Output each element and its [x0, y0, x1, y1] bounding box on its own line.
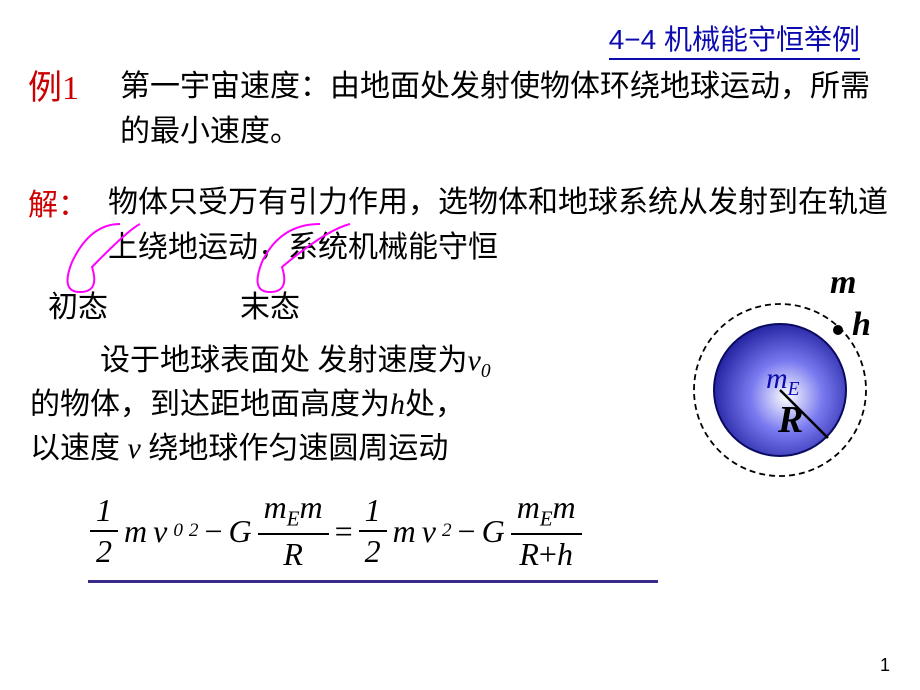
- body-line-3a: 以速度: [30, 432, 120, 465]
- equation-underline: [88, 580, 658, 583]
- eq-plus: +: [539, 536, 557, 572]
- var-h: h: [390, 388, 405, 421]
- diagram-mE-sub: E: [788, 379, 800, 400]
- frac-half-2-num: 1: [359, 493, 387, 532]
- eq-mE1: m: [264, 489, 287, 525]
- body-line-2a: 的物体，到达距地面高度为: [30, 388, 390, 421]
- eq-m3: m: [393, 513, 416, 550]
- var-v: v: [120, 432, 148, 465]
- eq-sub0: 0: [173, 520, 183, 542]
- eq-mE2: m: [517, 489, 540, 525]
- eq-sq2: 2: [442, 520, 452, 542]
- diagram-label-h: h: [852, 306, 871, 344]
- eq-h: h: [557, 536, 573, 572]
- eq-equals: =: [335, 513, 353, 550]
- state-final-label: 末态: [240, 282, 300, 326]
- eq-m1: m: [124, 513, 147, 550]
- page-number: 1: [880, 655, 890, 676]
- eq-v2: v: [422, 513, 436, 550]
- body-line-2b: 处，: [405, 388, 465, 421]
- frac-half-1: 1 2: [90, 493, 118, 569]
- eq-m2: m: [299, 489, 322, 525]
- eq-subE1: E: [287, 507, 300, 530]
- diagram-label-mE: mE: [766, 362, 800, 401]
- var-v0-sub: 0: [481, 361, 491, 382]
- frac-half-2-den: 2: [359, 532, 387, 569]
- body-line-1a: 设于地球表面处 发射速度为: [100, 344, 468, 377]
- frac-mEm-R-den: R: [277, 535, 309, 572]
- problem-statement: 第一宇宙速度：由地面处发射使物体环绕地球运动，所需的最小速度。: [120, 64, 880, 154]
- eq-m4: m: [553, 489, 576, 525]
- eq-R2: R: [519, 536, 539, 572]
- frac-mEm-R: mEm R: [258, 490, 329, 572]
- frac-mEm-Rh: mEm R+h: [511, 490, 582, 572]
- eq-G2: G: [482, 513, 505, 550]
- eq-minus2: −: [458, 513, 476, 550]
- body-line-2: 的物体，到达距地面高度为h处，: [30, 382, 700, 429]
- eq-v1: v: [153, 513, 167, 550]
- earth-orbit-diagram: m h mE R: [680, 270, 890, 490]
- energy-equation: 1 2 mv02 − G mEm R = 1 2 mv2 − G mEm R+h: [90, 490, 582, 572]
- frac-mEm-Rh-num: mEm: [511, 490, 582, 535]
- frac-mEm-Rh-den: R+h: [513, 535, 579, 572]
- solution-text: 物体只受万有引力作用，选物体和地球系统从发射到在轨道上绕地运动，系统机械能守恒: [108, 180, 898, 270]
- example-label: 例1: [28, 60, 79, 109]
- diagram-label-R: R: [778, 398, 803, 442]
- mass-point: [833, 325, 843, 335]
- body-line-1: 设于地球表面处 发射速度为v0: [100, 338, 700, 387]
- var-v0-v: v: [468, 344, 481, 377]
- body-line-3b: 绕地球作匀速圆周运动: [148, 432, 448, 465]
- diagram-label-m: m: [830, 264, 856, 302]
- eq-G1: G: [229, 513, 252, 550]
- eq-sq1: 2: [189, 520, 199, 542]
- frac-half-2: 1 2: [359, 493, 387, 569]
- solution-label: 解：: [28, 180, 88, 224]
- frac-half-1-num: 1: [90, 493, 118, 532]
- eq-minus1: −: [205, 513, 223, 550]
- body-line-3: 以速度 v 绕地球作匀速圆周运动: [30, 426, 700, 473]
- diagram-mE-m: m: [766, 362, 788, 395]
- state-initial-label: 初态: [48, 282, 108, 326]
- eq-subE2: E: [540, 507, 553, 530]
- frac-mEm-R-num: mEm: [258, 490, 329, 535]
- frac-half-1-den: 2: [90, 532, 118, 569]
- section-header: 4−4 机械能守恒举例: [609, 18, 860, 60]
